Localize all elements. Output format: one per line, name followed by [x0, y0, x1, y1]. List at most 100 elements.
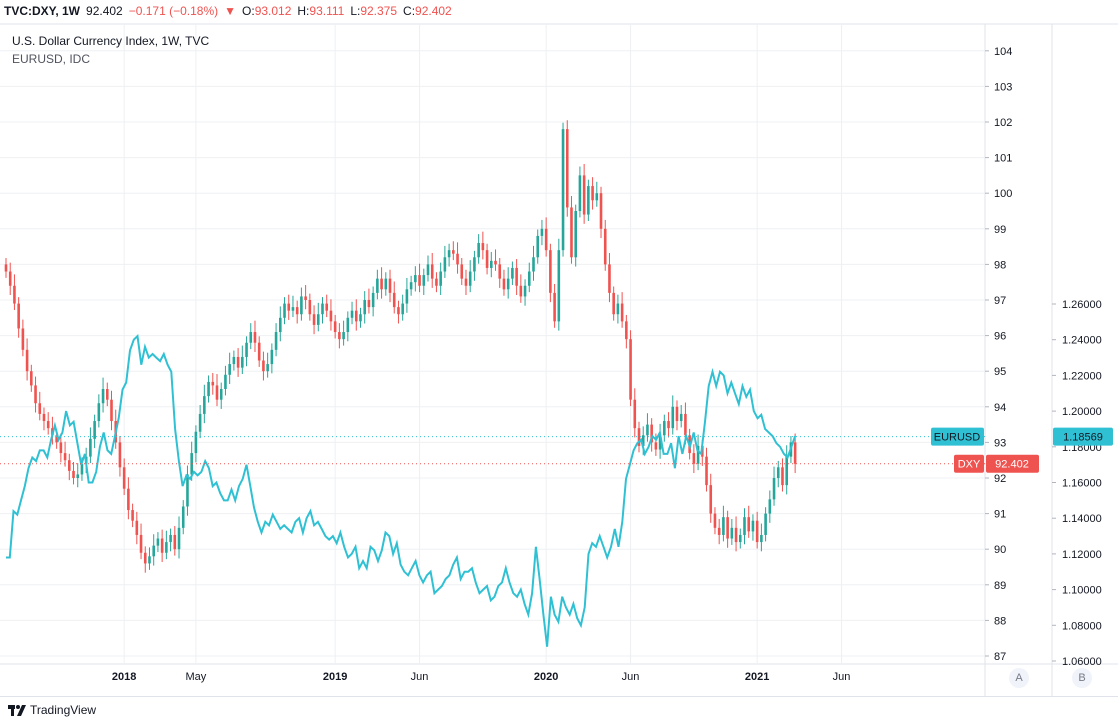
dxy-candle [709, 485, 713, 514]
dxy-candle [768, 499, 772, 514]
symbol-name[interactable]: TVC:DXY, 1W [4, 4, 81, 18]
dxy-candle [561, 129, 565, 251]
low-value: 92.375 [360, 4, 398, 18]
dxy-candle [578, 175, 582, 211]
legend-dxy[interactable]: U.S. Dollar Currency Index, 1W, TVC [12, 34, 210, 48]
y-right-tick-label: 1.22000 [1062, 370, 1102, 382]
dxy-candle [148, 556, 151, 564]
eurusd-tag-bg [931, 427, 984, 446]
dxy-candle [409, 282, 413, 290]
dxy-candle [165, 542, 168, 553]
dxy-candle [156, 538, 160, 546]
dxy-candle [300, 296, 303, 315]
dxy-candle [620, 303, 624, 322]
scale-button-a[interactable]: A [1009, 668, 1029, 688]
dxy-candle [173, 534, 177, 550]
tradingview-brand[interactable]: TradingView [8, 703, 96, 717]
eurusd-value-bg [1053, 427, 1113, 446]
dxy-candle [181, 506, 185, 528]
y-right-tick-label: 1.12000 [1062, 549, 1102, 561]
dxy-candle [633, 399, 637, 429]
dxy-candle [523, 285, 527, 297]
dxy-candle [80, 463, 84, 475]
dxy-candle [447, 250, 451, 258]
open-value: 93.012 [254, 4, 292, 18]
dxy-candle [481, 243, 485, 251]
dxy-candle [359, 314, 362, 322]
dxy-candle [401, 303, 404, 315]
x-tick-label: 2021 [745, 671, 769, 683]
dxy-candle [671, 406, 675, 429]
dxy-candle [55, 435, 58, 443]
dxy-candles [4, 120, 797, 573]
dxy-candle [380, 278, 383, 290]
dxy-candle [38, 403, 42, 414]
dxy-candle [127, 488, 130, 511]
dxy-candle [713, 513, 717, 528]
dxy-candle [143, 552, 147, 564]
dxy-candle [435, 278, 438, 286]
scale-button-b[interactable]: B [1072, 668, 1092, 688]
dxy-value-label: 92.402 [995, 459, 1029, 471]
dxy-candle [599, 193, 603, 229]
dxy-candle [283, 303, 286, 318]
x-tick-label: 2019 [323, 671, 347, 683]
dxy-candle [279, 317, 282, 333]
high-label: H: [297, 4, 310, 18]
dxy-candle [346, 317, 350, 333]
dxy-candle [325, 303, 329, 311]
legend-eurusd[interactable]: EURUSD, IDC [12, 52, 91, 66]
dxy-candle [532, 257, 535, 272]
dxy-candle [13, 285, 16, 304]
dxy-candle [131, 510, 134, 521]
dxy-candle [211, 381, 215, 386]
low-label: L: [350, 4, 361, 18]
dxy-candle [519, 285, 523, 297]
dxy-candle [485, 250, 489, 268]
dxy-candle [194, 431, 198, 454]
dxy-candle [371, 292, 375, 308]
dxy-candle [544, 228, 548, 251]
dxy-candle [582, 175, 586, 215]
x-tick-label: Jun [411, 671, 429, 683]
dxy-candle [743, 517, 746, 535]
dxy-candle [219, 389, 223, 400]
dxy-candle [93, 421, 96, 439]
dxy-candle [726, 517, 729, 539]
dxy-candle [426, 264, 430, 276]
high-value: 93.111 [309, 4, 345, 18]
dxy-candle [418, 275, 421, 286]
dxy-tag-bg [954, 454, 984, 473]
y-left-tick-label: 94 [994, 402, 1006, 414]
dxy-candle [625, 321, 628, 340]
dxy-candle [764, 513, 767, 535]
dxy-candle [30, 371, 33, 386]
dxy-candle [76, 474, 80, 478]
y-left-tick-label: 92 [994, 473, 1006, 485]
dxy-candle [684, 413, 687, 436]
dxy-candle [679, 413, 683, 422]
y-left-tick-label: 95 [994, 366, 1006, 378]
dxy-candle [321, 303, 324, 315]
dxy-candle [207, 381, 210, 397]
dxy-candle [515, 267, 518, 286]
dxy-candle [717, 527, 721, 535]
dxy-candle [692, 453, 696, 464]
dxy-candle [333, 321, 337, 333]
dxy-candle [329, 310, 333, 322]
dxy-candle [549, 250, 552, 293]
dxy-tag-label: DXY [958, 459, 981, 471]
dxy-candle [63, 453, 67, 461]
dxy-candle [477, 243, 480, 258]
dxy-candle [781, 467, 784, 486]
dxy-candle [245, 342, 248, 357]
y-left-tick-label: 97 [994, 295, 1006, 307]
dxy-candle [595, 193, 599, 201]
eurusd-value-label: 1.18569 [1063, 432, 1103, 444]
dxy-candle [122, 467, 126, 489]
dxy-candle [498, 264, 502, 279]
dxy-candle [236, 356, 240, 368]
dxy-candle [177, 527, 181, 550]
dxy-candle [232, 356, 236, 365]
price-chart[interactable]: 104 103 102 101 100 99 98 97 96 95 94 93 92 91 90 89 88 8… [0, 0, 1118, 696]
